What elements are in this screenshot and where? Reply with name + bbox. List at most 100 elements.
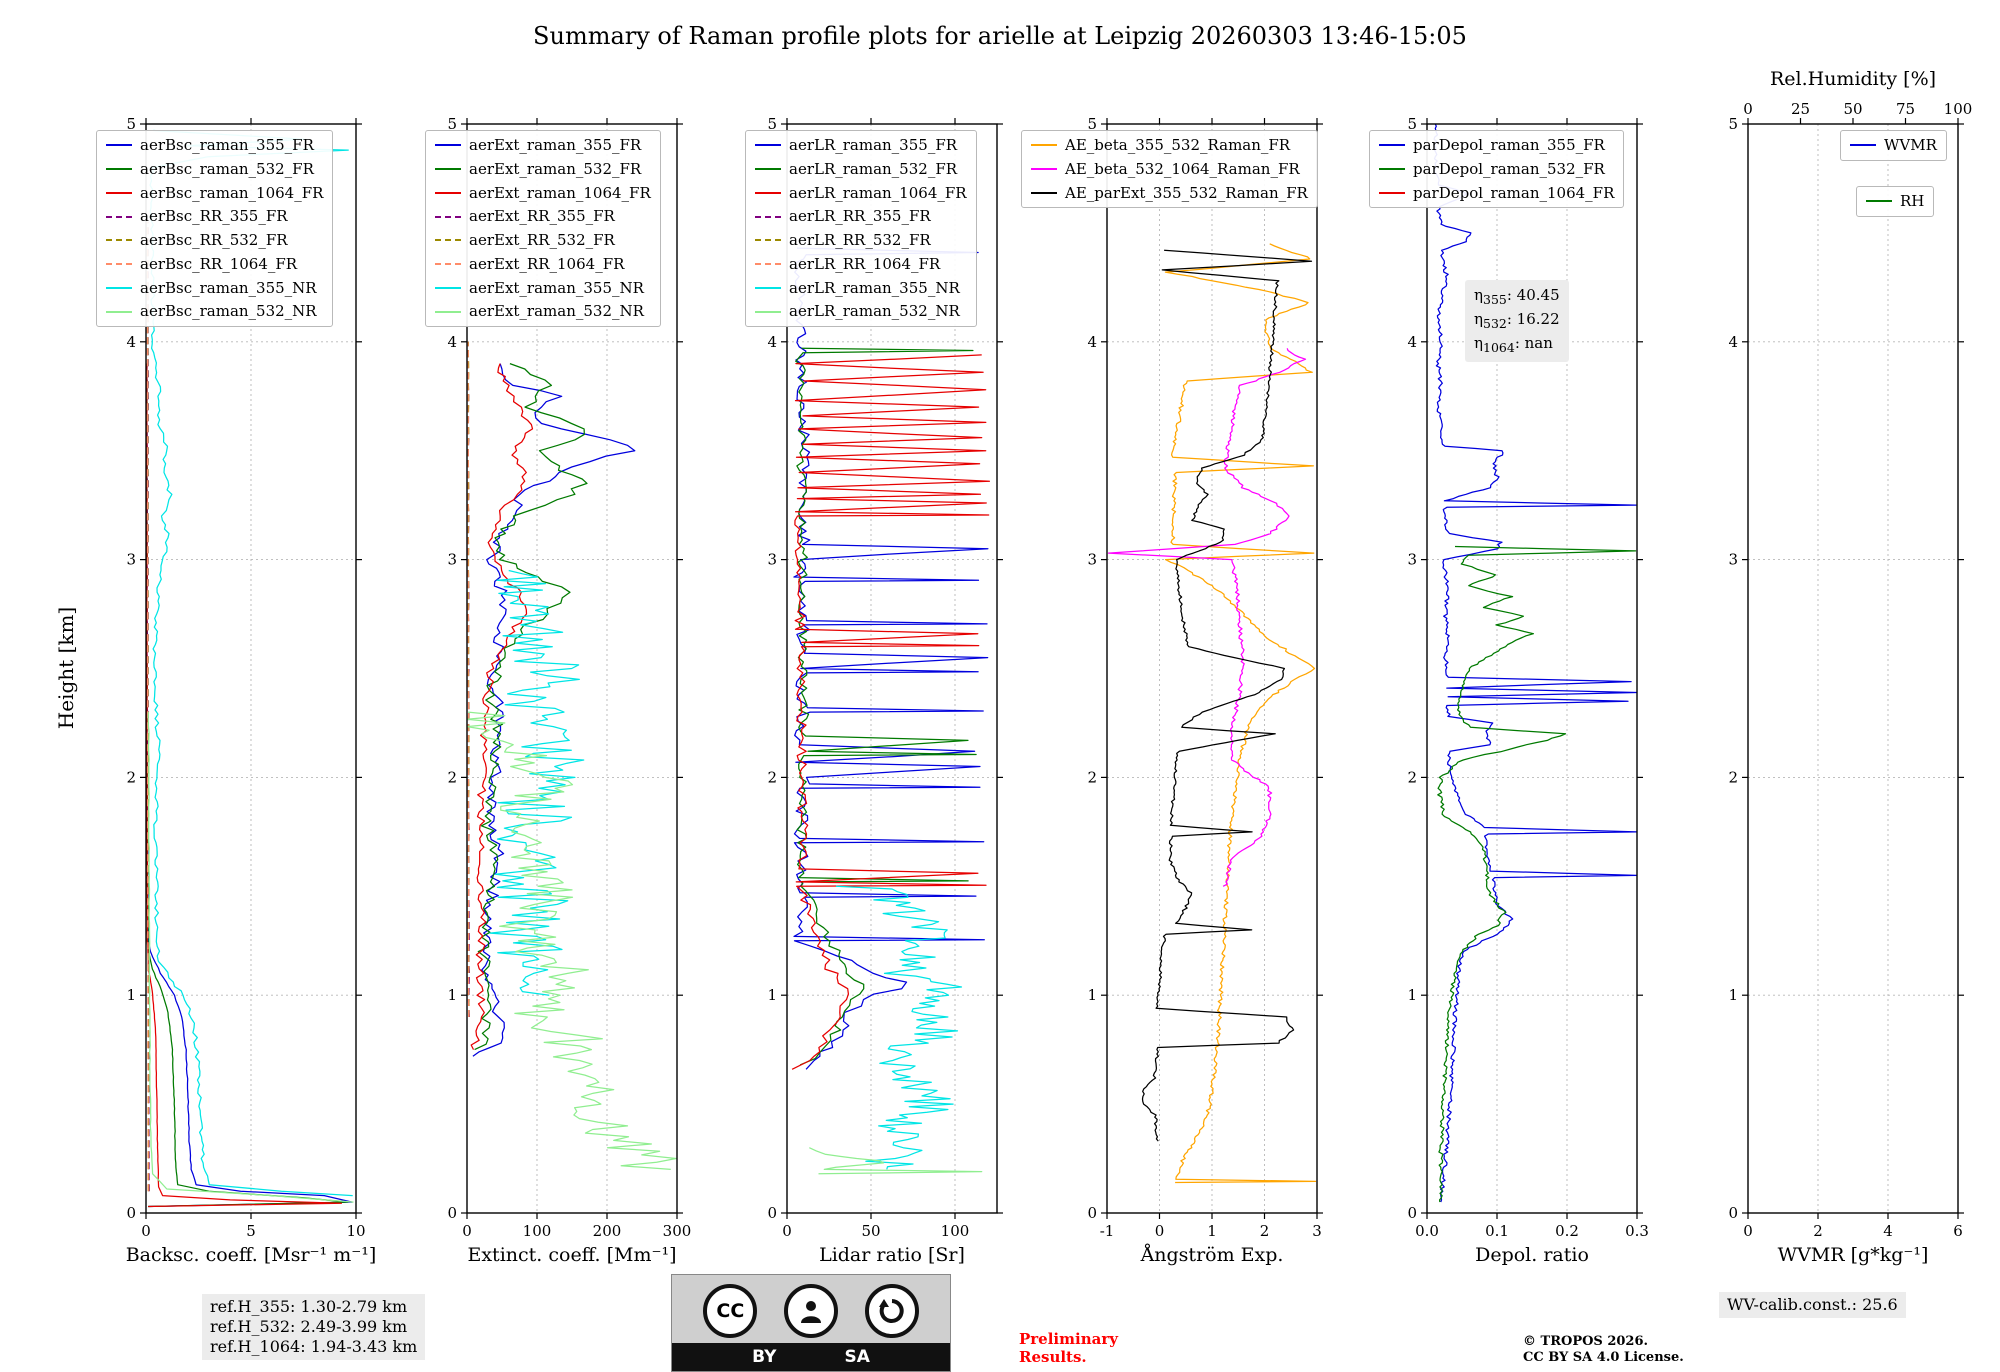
legend-item: aerBsc_raman_355_NR <box>106 279 323 298</box>
svg-text:5: 5 <box>1407 115 1417 133</box>
svg-text:50: 50 <box>861 1222 880 1239</box>
eta-355-value: η355: 40.45 <box>1474 286 1560 307</box>
svg-text:4: 4 <box>126 333 136 351</box>
legend-item: parDepol_raman_355_FR <box>1379 136 1614 155</box>
panel-depol: 0.0 0.1 0.2 0.3 0 1 2 3 4 5 parDepol_raman_355_FR… <box>1369 96 1651 1306</box>
legend-item: aerLR_raman_532_FR <box>755 160 967 179</box>
plot-svg-depol: 0.0 0.1 0.2 0.3 0 1 2 3 4 5 <box>1407 115 1649 1240</box>
svg-text:2: 2 <box>447 768 457 786</box>
legend-item: aerLR_raman_1064_FR <box>755 184 967 203</box>
legend-label: AE_beta_355_532_Raman_FR <box>1065 136 1291 154</box>
panel-backscatter: 0 5 10 0 1 2 3 4 5 aerBsc_raman_355_FR aerBsc_ram… <box>96 96 376 1306</box>
legend-label: aerExt_RR_1064_FR <box>469 254 625 273</box>
svg-text:0: 0 <box>1743 100 1753 118</box>
svg-text:0: 0 <box>126 1204 136 1222</box>
legend-item: aerLR_RR_355_FR <box>755 207 967 226</box>
legend-item: aerLR_raman_532_NR <box>755 302 967 321</box>
svg-text:0.3: 0.3 <box>1625 1222 1649 1239</box>
legend-line-swatch <box>106 168 132 171</box>
svg-text:0: 0 <box>141 1222 151 1239</box>
svg-text:2: 2 <box>1813 1222 1823 1239</box>
legend-line-swatch <box>1379 168 1405 171</box>
series-aerBsc_raman_532_FR <box>146 363 349 1208</box>
legend-line-swatch <box>435 215 461 218</box>
series-aerBsc_raman_355_FR <box>146 363 353 1208</box>
legend-label: aerExt_raman_1064_FR <box>469 183 651 202</box>
legend-item: AE_beta_355_532_Raman_FR <box>1031 136 1308 155</box>
legend-line-swatch <box>435 310 461 313</box>
legend-item: aerBsc_RR_355_FR <box>106 207 323 226</box>
legend-item: aerExt_RR_355_FR <box>435 207 651 226</box>
legend-item: aerLR_RR_532_FR <box>755 231 967 250</box>
svg-text:0: 0 <box>1155 1222 1165 1239</box>
legend-depol: parDepol_raman_355_FR parDepol_raman_532_… <box>1369 130 1625 209</box>
x-axis-label-extinction: Extinct. coeff. [Mm⁻¹] <box>467 1244 677 1266</box>
svg-text:1: 1 <box>447 986 457 1004</box>
legend-label: aerLR_RR_1064_FR <box>789 254 941 273</box>
svg-text:1: 1 <box>1087 986 1097 1004</box>
x-axis-label-depol: Depol. ratio <box>1475 1244 1589 1266</box>
legend-line-swatch <box>435 168 461 171</box>
legend-label: aerBsc_raman_355_NR <box>140 278 317 297</box>
legend-label: aerLR_raman_355_NR <box>789 278 960 297</box>
legend-line-swatch <box>106 191 132 194</box>
svg-text:300: 300 <box>663 1222 691 1239</box>
legend-item: RH <box>1866 192 1924 211</box>
legend-label: aerBsc_RR_355_FR <box>140 207 288 226</box>
legend-label: RH <box>1900 192 1925 210</box>
legend-line-swatch <box>1866 200 1892 203</box>
legend-item: AE_beta_532_1064_Raman_FR <box>1031 160 1308 179</box>
legend-label: aerLR_raman_532_NR <box>789 302 960 321</box>
series-parDepol_raman_532_FR <box>1437 545 1637 1203</box>
cc-by-sa-badge[interactable]: CC BY SA <box>671 1274 951 1372</box>
svg-text:3: 3 <box>767 551 777 569</box>
legend-label: aerLR_RR_355_FR <box>789 207 931 226</box>
svg-text:6: 6 <box>1953 1222 1963 1239</box>
legend-line-swatch <box>106 263 132 266</box>
legend-item: aerExt_raman_355_NR <box>435 279 651 298</box>
legend-line-swatch <box>755 310 781 313</box>
svg-text:2: 2 <box>1087 768 1097 786</box>
svg-text:-1: -1 <box>1100 1222 1115 1239</box>
svg-text:0.2: 0.2 <box>1555 1222 1579 1239</box>
legend-line-swatch <box>1379 191 1405 194</box>
legend-label: AE_beta_532_1064_Raman_FR <box>1065 159 1300 178</box>
copyright-note: © TROPOS 2026. CC BY SA 4.0 License. <box>1523 1334 1684 1366</box>
svg-text:1: 1 <box>767 986 777 1004</box>
series-aerBsc_RR_1064_FR <box>146 222 149 1192</box>
svg-text:10: 10 <box>346 1222 365 1239</box>
svg-text:0: 0 <box>767 1204 777 1222</box>
ref-height-532: ref.H_532: 2.49-3.99 km <box>210 1317 408 1336</box>
legend-label: aerExt_raman_532_NR <box>469 302 644 321</box>
svg-text:50: 50 <box>1843 100 1862 118</box>
svg-text:0: 0 <box>462 1222 472 1239</box>
panel-extinction: 0 100 200 300 0 1 2 3 4 5 aerExt_raman_355_FR aerE… <box>421 96 691 1306</box>
svg-text:3: 3 <box>447 551 457 569</box>
svg-text:2: 2 <box>767 768 777 786</box>
legend-label: parDepol_raman_355_FR <box>1413 136 1605 154</box>
wv-calibration-annotation: WV-calib.const.: 25.6 <box>1719 1292 1906 1318</box>
svg-text:0: 0 <box>1087 1204 1097 1222</box>
eta-1064-value: η1064: nan <box>1474 334 1553 356</box>
svg-text:3: 3 <box>1312 1222 1322 1239</box>
legend-item: aerBsc_raman_532_FR <box>106 160 323 179</box>
svg-text:0: 0 <box>447 1204 457 1222</box>
person-icon <box>783 1284 838 1338</box>
legend-line-swatch <box>106 144 132 147</box>
legend-line-swatch <box>755 144 781 147</box>
series-aerExt_raman_355_FR <box>472 363 636 1057</box>
svg-text:2: 2 <box>1407 768 1417 786</box>
legend-label: WVMR <box>1884 136 1937 154</box>
legend-item: parDepol_raman_532_FR <box>1379 160 1614 179</box>
legend-label: aerBsc_raman_532_NR <box>140 302 317 321</box>
svg-text:0.1: 0.1 <box>1485 1222 1509 1239</box>
legend-line-swatch <box>435 144 461 147</box>
series-aerLR_raman_1064_FR <box>791 354 991 1070</box>
svg-text:0: 0 <box>1743 1222 1753 1239</box>
svg-text:2: 2 <box>1728 768 1738 786</box>
series-parDepol_raman_355_FR <box>1433 124 1637 1203</box>
legend-item: aerExt_RR_1064_FR <box>435 255 651 274</box>
x-axis-label-lidar-ratio: Lidar ratio [Sr] <box>819 1244 965 1266</box>
panel-lidar-ratio: 0 50 100 0 1 2 3 4 5 aerLR_raman_355_FR aerLR_ram… <box>741 96 1011 1306</box>
legend-item: aerExt_raman_532_NR <box>435 302 651 321</box>
